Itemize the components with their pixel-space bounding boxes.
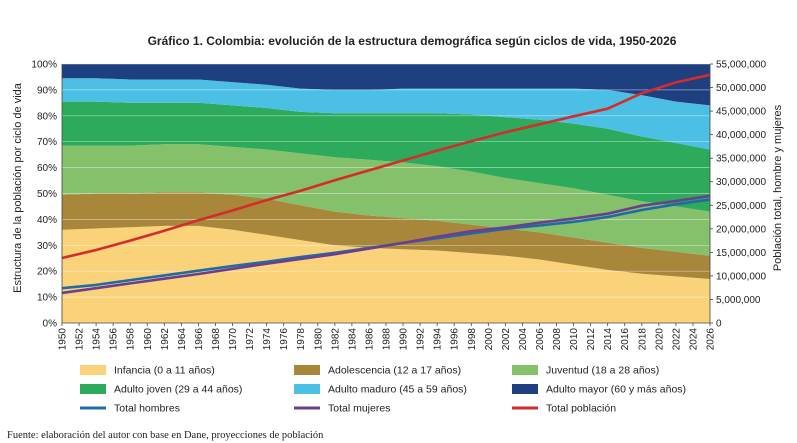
source-note: Fuente: elaboración del autor con base e… (7, 430, 324, 441)
legend-label: Total población (546, 403, 616, 415)
x-tick-label: 1958 (126, 328, 137, 351)
line-series-3 (61, 73, 711, 260)
area-series-4 (62, 101, 710, 212)
stacked-areas (62, 64, 710, 323)
x-tick-label: 2022 (671, 328, 682, 351)
y-right-tick-label: 25,000,000 (716, 201, 766, 212)
x-tick-label: 2010 (569, 328, 580, 351)
x-tick-label: 1978 (296, 328, 307, 351)
x-tick-label: 2012 (586, 328, 597, 351)
y-right-tick-label: 15,000,000 (716, 248, 766, 259)
x-tick-label: 1990 (399, 328, 410, 351)
x-tick-label: 1966 (194, 328, 205, 351)
x-tick-label: 1996 (450, 328, 461, 351)
x-tick-label: 1962 (160, 328, 171, 351)
y-right-tick-label: 5,000,000 (716, 295, 761, 306)
chart-title: Gráfico 1. Colombia: evolución de la est… (148, 34, 677, 48)
area-series-5 (62, 78, 710, 150)
legend-swatch (294, 365, 320, 375)
x-tick-label: 1952 (75, 328, 86, 351)
x-tick-label: 1986 (364, 328, 375, 351)
legend-label: Total mujeres (328, 403, 390, 415)
legend-label: Adulto maduro (45 a 59 años) (328, 384, 467, 396)
x-tick-label: 2014 (603, 328, 614, 351)
x-tick-label: 2020 (654, 328, 665, 351)
x-tick-label: 1972 (245, 328, 256, 351)
x-tick-label: 1970 (228, 328, 239, 351)
legend-label: Adulto joven (29 a 44 años) (114, 384, 242, 396)
y-right-tick-label: 20,000,000 (716, 224, 766, 235)
x-tick-label: 2000 (484, 328, 495, 351)
legend-swatch (80, 365, 106, 375)
legend-label: Total hombres (114, 403, 180, 415)
x-tick-label: 1998 (467, 328, 478, 351)
y-right-tick-label: 55,000,000 (716, 60, 766, 71)
x-tick-label: 1950 (58, 328, 69, 351)
y-right-tick-label: 10,000,000 (716, 271, 766, 282)
x-tick-label: 2018 (637, 328, 648, 351)
area-series-1 (62, 225, 710, 323)
y-right-tick-label: 40,000,000 (716, 130, 766, 141)
y-left-tick-label: 60% (37, 163, 57, 174)
y-right-tick-label: 0 (716, 319, 722, 330)
x-tick-label: 1976 (279, 328, 290, 351)
legend-swatch (80, 384, 106, 394)
y-left-tick-label: 50% (37, 189, 57, 200)
y-left-tick-label: 100% (31, 60, 57, 71)
y-left-tick-label: 70% (37, 137, 57, 148)
x-tick-label: 1956 (109, 328, 120, 351)
y-left-tick-label: 80% (37, 111, 57, 122)
x-tick-label: 2006 (535, 328, 546, 351)
x-tick-label: 1974 (262, 328, 273, 351)
x-tick-label: 2002 (501, 328, 512, 351)
y-left-tick-label: 90% (37, 85, 57, 96)
x-tick-label: 1964 (177, 328, 188, 351)
y-right-tick-label: 50,000,000 (716, 83, 766, 94)
y-right-tick-label: 30,000,000 (716, 177, 766, 188)
y-left-tick-label: 10% (37, 293, 57, 304)
x-tick-label: 2008 (552, 328, 563, 351)
y-left-tick-label: 0% (43, 319, 58, 330)
x-tick-label: 1988 (382, 328, 393, 351)
x-tick-label: 1980 (313, 328, 324, 351)
y-left-tick-label: 30% (37, 241, 57, 252)
x-tick-label: 1984 (347, 328, 358, 351)
legend-label: Adolescencia (12 a 17 años) (328, 365, 461, 377)
y-right-tick-label: 35,000,000 (716, 154, 766, 165)
y-axis-right-title: Población total, hombre y mujeres (772, 104, 784, 271)
y-left-tick-label: 40% (37, 215, 57, 226)
area-series-3 (62, 144, 710, 256)
x-tick-label: 2024 (688, 328, 699, 351)
x-tick-label: 2026 (706, 328, 717, 351)
x-tick-label: 1954 (92, 328, 103, 351)
x-tick-label: 2004 (518, 328, 529, 351)
population-lines (61, 73, 711, 295)
x-tick-label: 1992 (416, 328, 427, 351)
x-tick-label: 2016 (620, 328, 631, 351)
legend-label: Infancia (0 a 11 años) (114, 365, 215, 377)
legend-label: Juventud (18 a 28 años) (546, 365, 659, 377)
x-tick-label: 1982 (330, 328, 341, 351)
legend-label: Adulto mayor (60 y más años) (546, 384, 686, 396)
area-series-6 (62, 64, 710, 106)
y-right-tick-label: 45,000,000 (716, 107, 766, 118)
legend: Infancia (0 a 11 años) Adolescencia (12 a… (80, 365, 686, 415)
x-tick-label: 1994 (433, 328, 444, 351)
x-tick-label: 1960 (143, 328, 154, 351)
y-left-tick-label: 20% (37, 267, 57, 278)
legend-swatch (512, 384, 538, 394)
x-tick-label: 1968 (211, 328, 222, 351)
legend-swatch (512, 365, 538, 375)
y-axis-left-title: Estructura de la población por ciclo de … (12, 82, 24, 293)
axes: 0% 10% 20% 30% 40% 50% 60% 70% 80% 90% 100% 0 5,000,… (31, 60, 766, 351)
legend-swatch (294, 384, 320, 394)
line-series-2 (61, 194, 711, 295)
